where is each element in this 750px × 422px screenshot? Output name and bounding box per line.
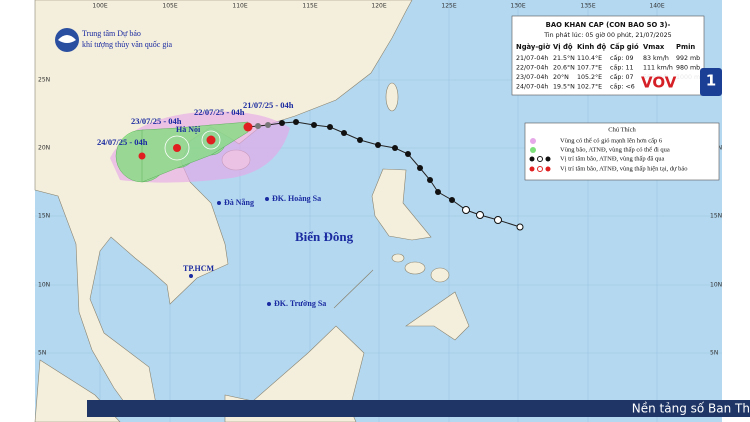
table-cell: 102.7°E — [577, 83, 602, 91]
legend-item: Vị trí tâm bão, ATNĐ, vùng thấp đã qua — [560, 155, 664, 162]
track-label: 21/07/25 - 04h — [243, 100, 294, 110]
org-name: khí tượng thủy văn quốc gia — [82, 40, 173, 49]
table-cell: 24/07-04h — [516, 84, 548, 91]
lat-label: 10N — [38, 282, 50, 289]
table-cell: cấp: 09 — [610, 54, 633, 62]
legend-swatch — [530, 138, 536, 144]
table-cell: 110.4°E — [577, 54, 602, 62]
track-label: 22/07/25 - 04h — [194, 107, 245, 117]
track-label: 23/07/25 - 04h — [131, 116, 182, 126]
lat-label: 25N — [38, 77, 50, 84]
vov-text: VOV — [641, 74, 677, 92]
legend-swatch — [530, 147, 536, 153]
banner — [87, 400, 750, 417]
bulletin-issued: Tin phát lúc: 05 giờ 00 phút, 21/07/2025 — [543, 31, 671, 39]
table-cell: 21/07-04h — [516, 55, 548, 62]
org-name: Trung tâm Dự báo — [82, 29, 141, 38]
lon-label: 130E — [510, 3, 525, 10]
land — [34, 0, 470, 422]
lat-label: 20N — [38, 145, 50, 152]
lon-label: 140E — [649, 3, 664, 10]
legend-item: Vùng bão, ATNĐ, vùng thấp có thể đi qua — [560, 146, 670, 153]
sea-label: Biển Đông — [295, 229, 354, 244]
table-cell: 22/07-04h — [516, 65, 548, 72]
track-label: 24/07/25 - 04h — [97, 137, 148, 147]
lon-labels: 100E 105E 110E 115E 120E 125E 130E 135E … — [92, 3, 664, 10]
table-header: Pmin — [676, 43, 695, 51]
place-label: Đà Nẵng — [224, 198, 254, 207]
lon-label: 110E — [232, 3, 247, 10]
lat-label: 10N — [710, 282, 722, 289]
vov-channel-bg — [700, 68, 722, 96]
table-cell: 20°N — [553, 73, 569, 81]
org-logo-mark — [58, 35, 76, 43]
table-header: Ngày-giờ — [516, 43, 550, 51]
place-dots — [189, 197, 271, 306]
table-header: Kinh độ — [577, 43, 607, 51]
table-cell: 107.7°E — [577, 64, 602, 72]
table-cell: 992 mb — [676, 55, 700, 62]
place-label: ĐK. Hoàng Sa — [272, 194, 321, 203]
table-header: Vị độ — [553, 43, 573, 51]
table-cell: cấp: <6 — [610, 83, 635, 91]
legend-box — [524, 122, 720, 181]
table-cell: 19.5°N — [553, 83, 575, 91]
lon-label: 125E — [441, 3, 456, 10]
lat-label: 15N — [38, 213, 50, 220]
lat-label: 5N — [710, 350, 718, 357]
forecast-positions — [138, 122, 253, 160]
table-cell: 105.2°E — [577, 73, 602, 81]
vov-logo: VOV 1 — [638, 68, 722, 96]
table-cell: 980 mb — [676, 65, 700, 72]
table-cell: cấp: 11 — [610, 64, 633, 72]
place-label: ĐK. Trường Sa — [274, 299, 326, 308]
legend-swatch — [529, 166, 551, 172]
table-cell: 23/07-04h — [516, 74, 548, 81]
place-label: TP.HCM — [183, 264, 214, 273]
place-label: Hà Nội — [176, 125, 201, 134]
lat-label: 15N — [710, 213, 722, 220]
table-cell: 111 km/h — [643, 65, 673, 72]
cone-outline — [164, 130, 221, 161]
lon-label: 120E — [371, 3, 386, 10]
lon-label: 135E — [580, 3, 595, 10]
bulletin-title: BAO KHAN CAP (CON BAO SO 3)- — [546, 21, 671, 29]
table-header: Vmax — [643, 43, 665, 51]
past-positions — [255, 119, 524, 231]
legend-item: Vị trí tâm bão, ATNĐ, vùng thấp hiện tại… — [560, 165, 688, 172]
vov-channel: 1 — [706, 72, 716, 90]
legend-title: Chú Thích — [608, 126, 636, 133]
lon-label: 105E — [162, 3, 177, 10]
lon-label: 100E — [92, 3, 107, 10]
table-cell: 21.5°N — [553, 54, 575, 62]
table-cell: cấp: 07 — [610, 73, 633, 81]
legend-swatch — [529, 156, 551, 162]
table-cell: 83 km/h — [643, 55, 669, 62]
banner-text: Nền tảng số Ban Th — [632, 402, 750, 416]
legend-item: Vùng có thể có gió mạnh lên hơn cấp 6 — [560, 137, 663, 144]
lon-label: 115E — [302, 3, 317, 10]
table-header: Cấp gió — [610, 43, 639, 51]
table-cell: 20.6°N — [553, 64, 575, 72]
lat-label: 5N — [38, 350, 46, 357]
